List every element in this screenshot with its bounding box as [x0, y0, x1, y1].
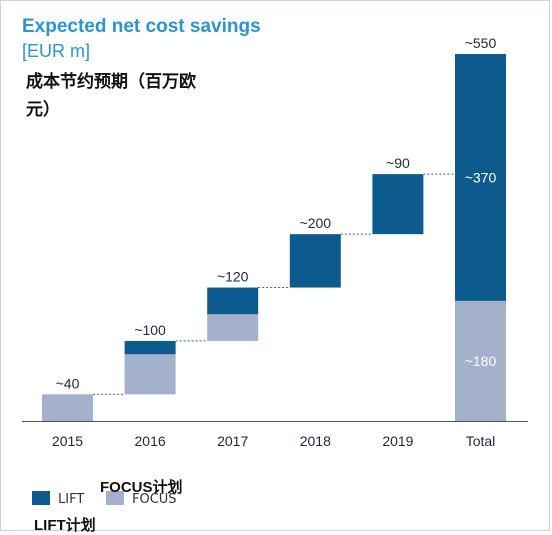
x-tick-label-2018: 2018 — [300, 433, 331, 449]
bar-label-2019: ~90 — [386, 155, 410, 171]
bar-lift-2017 — [207, 287, 259, 315]
bar-focus-2015 — [42, 394, 93, 421]
total-label-focus: ~180 — [465, 353, 497, 369]
legend-label-focus: FOCUS — [132, 492, 177, 507]
bar-label-2015: ~40 — [56, 375, 80, 391]
bar-lift-2016 — [124, 340, 176, 355]
chart-title: Expected net cost savings — [22, 16, 261, 37]
bar-focus-2016 — [124, 354, 176, 395]
legend-note-lift-cn: LIFT计划 — [34, 517, 96, 534]
bar-focus-2017 — [207, 314, 259, 341]
bar-focus-total — [455, 300, 506, 421]
bar-lift-2019 — [372, 174, 424, 235]
bar-label-2018: ~200 — [300, 215, 332, 231]
bar-lift-total — [455, 54, 506, 301]
chart-subtitle-cn: 成本节约预期（百万欧元） — [26, 72, 196, 119]
chart-unit: [EUR m] — [22, 41, 91, 61]
bar-label-2017: ~120 — [217, 269, 249, 285]
x-tick-label-total: Total — [466, 433, 496, 449]
total-label-lift: ~370 — [465, 169, 497, 185]
bar-lift-2018 — [289, 234, 341, 288]
bar-label-2016: ~100 — [134, 322, 166, 338]
legend-label-lift: LIFT — [58, 492, 85, 507]
x-tick-label-2019: 2019 — [382, 433, 413, 449]
x-tick-label-2015: 2015 — [52, 433, 83, 449]
x-tick-label-2016: 2016 — [135, 433, 166, 449]
x-tick-label-2017: 2017 — [217, 433, 248, 449]
legend-note-focus-cn: FOCUS计划 — [100, 479, 183, 496]
legend-swatch-focus — [106, 491, 124, 505]
legend-swatch-lift — [32, 491, 50, 505]
bar-label-total: ~550 — [465, 35, 497, 51]
